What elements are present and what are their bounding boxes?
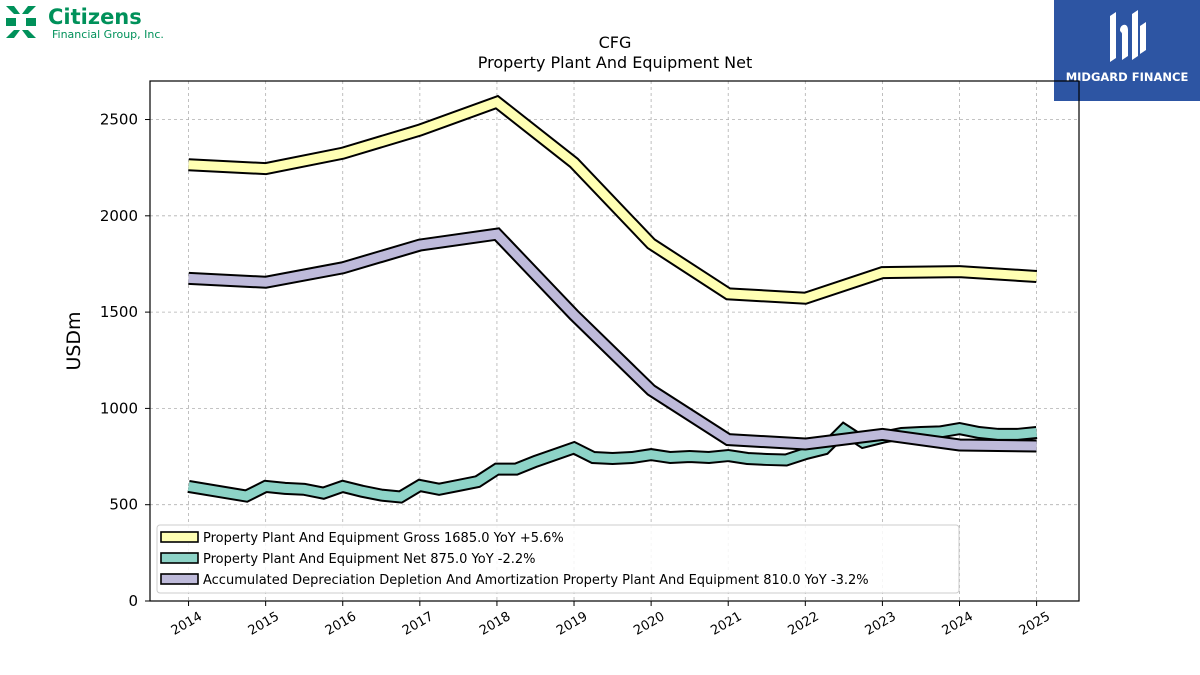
x-tick-label: 2017 <box>400 609 436 639</box>
series-line-0 <box>188 97 1037 303</box>
x-tick-label: 2016 <box>323 609 359 639</box>
legend-swatch-1 <box>160 552 199 564</box>
x-tick-label: 2022 <box>785 609 821 639</box>
y-tick-label: 0 <box>128 592 138 610</box>
x-tick-label: 2025 <box>1017 609 1053 639</box>
x-axis: 2014 2015 2016 2017 2018 2019 2020 2021 2022 2023… <box>169 601 1053 639</box>
grid <box>150 81 1079 602</box>
legend-box <box>156 524 960 594</box>
chart-subtitle: Property Plant And Equipment Net <box>478 53 753 72</box>
plot-frame <box>149 80 1080 602</box>
y-tick-label: 2500 <box>100 111 138 129</box>
series-group <box>187 94 1038 504</box>
x-tick-label: 2018 <box>477 609 513 639</box>
x-tick-label: 2024 <box>940 609 976 639</box>
series-line-2 <box>188 229 1037 451</box>
y-tick-label: 500 <box>109 496 138 514</box>
x-tick-label: 2021 <box>708 609 744 639</box>
y-tick-label: 1000 <box>100 399 138 417</box>
x-tick-label: 2023 <box>863 609 899 639</box>
watermark-logo-mark: MIDGARD FINANCE <box>1066 10 1189 84</box>
chart-title: CFG <box>599 33 632 52</box>
x-tick-label: 2015 <box>246 609 282 639</box>
company-logo-title: Citizens <box>48 5 142 29</box>
company-logo: Citizens Financial Group, Inc. <box>4 4 194 44</box>
y-tick-label: 1500 <box>100 303 138 321</box>
watermark-logo-text: MIDGARD FINANCE <box>1066 70 1189 84</box>
legend-swatch-2 <box>160 573 199 585</box>
legend-label-1: Property Plant And Equipment Net 875.0 Y… <box>203 552 536 567</box>
legend-label-0: Property Plant And Equipment Gross 1685.… <box>203 531 564 546</box>
legend-label-2: Accumulated Depreciation Depletion And A… <box>203 573 869 588</box>
legend-swatch-0 <box>160 531 199 543</box>
y-axis-label: USDm <box>63 311 85 370</box>
y-tick-label: 2000 <box>100 207 138 225</box>
y-axis: 0 500 1000 1500 2000 2500 <box>100 111 150 610</box>
company-logo-mark: Citizens Financial Group, Inc. <box>6 5 164 41</box>
x-tick-label: 2014 <box>169 609 205 639</box>
legend: Property Plant And Equipment Gross 1685.… <box>156 524 960 594</box>
company-logo-subtitle: Financial Group, Inc. <box>52 28 164 41</box>
x-tick-label: 2019 <box>554 609 590 639</box>
watermark-logo: MIDGARD FINANCE <box>1054 0 1200 101</box>
x-tick-label: 2020 <box>631 609 667 639</box>
